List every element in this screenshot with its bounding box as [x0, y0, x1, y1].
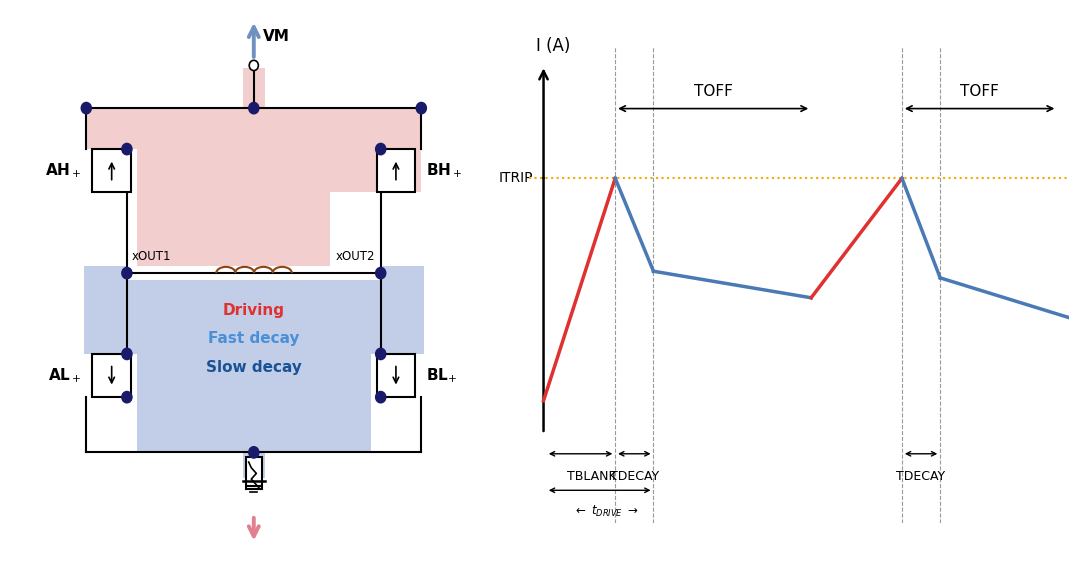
Circle shape [81, 102, 92, 114]
Text: TDECAY: TDECAY [896, 471, 946, 484]
Bar [377, 149, 415, 192]
Circle shape [376, 348, 386, 360]
Bar [93, 354, 131, 397]
Circle shape [249, 60, 258, 71]
Circle shape [416, 102, 427, 114]
Text: TDECAY: TDECAY [610, 471, 659, 484]
Circle shape [122, 391, 132, 403]
Text: Driving: Driving [222, 303, 285, 318]
Circle shape [248, 102, 259, 114]
Text: TOFF: TOFF [960, 84, 999, 98]
Text: xOUT2: xOUT2 [336, 250, 376, 263]
Text: TOFF: TOFF [693, 84, 732, 98]
Polygon shape [84, 266, 423, 478]
Text: VM: VM [262, 30, 289, 44]
Circle shape [248, 447, 259, 458]
Text: xOUT1: xOUT1 [132, 250, 172, 263]
Text: Fast decay: Fast decay [208, 331, 299, 346]
Bar [245, 457, 262, 489]
Text: $\leftarrow$ $t_{DRIVE}$ $\rightarrow$: $\leftarrow$ $t_{DRIVE}$ $\rightarrow$ [572, 504, 638, 519]
Bar [93, 149, 131, 192]
Text: AH$_+$: AH$_+$ [44, 162, 81, 180]
Circle shape [376, 143, 386, 155]
Text: AL$_+$: AL$_+$ [48, 366, 81, 385]
Text: I (A): I (A) [537, 38, 570, 56]
Circle shape [122, 267, 132, 279]
Circle shape [122, 348, 132, 360]
Text: ITRIP: ITRIP [499, 171, 534, 185]
Polygon shape [86, 68, 421, 266]
Text: BL$_{+}$: BL$_{+}$ [427, 366, 458, 385]
Text: Slow decay: Slow decay [206, 360, 301, 374]
Circle shape [122, 143, 132, 155]
Circle shape [376, 267, 386, 279]
Text: BH$_+$: BH$_+$ [427, 162, 462, 180]
Text: TBLANK: TBLANK [567, 471, 616, 484]
Bar [377, 354, 415, 397]
Circle shape [376, 391, 386, 403]
